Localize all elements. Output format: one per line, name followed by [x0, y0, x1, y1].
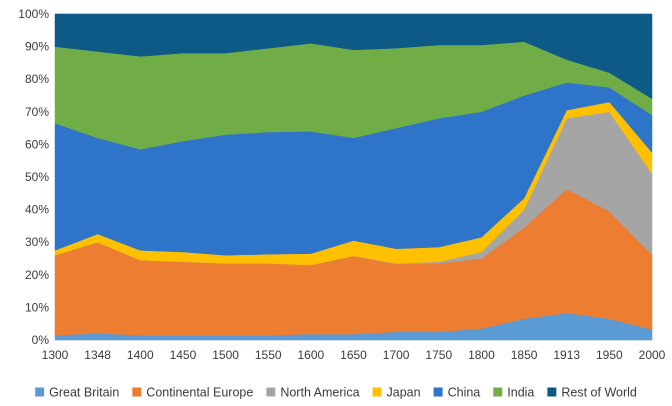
- plot-areas: [55, 14, 652, 340]
- legend-label-japan: Japan: [387, 386, 421, 400]
- legend-label-rest-of-world: Rest of World: [561, 386, 637, 400]
- stacked-area-chart: 0%10%20%30%40%50%60%70%80%90%100% 1300 13…: [0, 0, 672, 406]
- y-tick-label: 80%: [25, 72, 49, 86]
- x-tick-label: 1348: [84, 348, 111, 362]
- x-tick-label: 2000: [639, 348, 666, 362]
- x-tick-label: 1800: [468, 348, 495, 362]
- x-tick-label: 1400: [127, 348, 154, 362]
- x-tick-label: 1950: [596, 348, 623, 362]
- legend-label-continental-europe: Continental Europe: [146, 386, 253, 400]
- y-axis-tick-labels: 0% 10% 20% 30% 40% 50% 60% 70% 80% 90% 100%: [18, 7, 49, 347]
- legend-swatch-japan: [373, 388, 382, 397]
- legend-swatch-india: [493, 388, 502, 397]
- y-tick-label: 90%: [25, 40, 49, 54]
- legend-swatch-continental-europe: [132, 388, 141, 397]
- legend-swatch-rest-of-world: [547, 388, 556, 397]
- x-tick-label: 1700: [383, 348, 410, 362]
- y-tick-label: 30%: [25, 235, 49, 249]
- legend-swatch-great-britain: [35, 388, 44, 397]
- legend-label-china: China: [448, 386, 481, 400]
- y-tick-label: 0%: [32, 333, 50, 347]
- y-tick-label: 100%: [18, 7, 49, 21]
- y-tick-label: 70%: [25, 105, 49, 119]
- x-tick-label: 1913: [553, 348, 580, 362]
- legend-swatch-china: [434, 388, 443, 397]
- legend-label-india: India: [507, 386, 534, 400]
- x-tick-label: 1500: [212, 348, 239, 362]
- x-tick-label: 1850: [511, 348, 538, 362]
- x-tick-label: 1750: [425, 348, 452, 362]
- x-axis-tick-labels: 1300 1348 1400 1450 1500 1550 1600 1650 1700 1750…: [42, 348, 666, 362]
- x-tick-label: 1300: [42, 348, 69, 362]
- y-tick-label: 40%: [25, 203, 49, 217]
- legend: Great Britain Continental Europe North Ame…: [35, 386, 637, 400]
- y-tick-label: 60%: [25, 137, 49, 151]
- legend-swatch-north-america: [266, 388, 275, 397]
- x-tick-label: 1650: [340, 348, 367, 362]
- legend-label-north-america: North America: [280, 386, 359, 400]
- x-tick-label: 1600: [298, 348, 325, 362]
- x-tick-label: 1450: [170, 348, 197, 362]
- legend-label-great-britain: Great Britain: [49, 386, 119, 400]
- x-tick-label: 1550: [255, 348, 282, 362]
- y-tick-label: 50%: [25, 170, 49, 184]
- y-tick-label: 20%: [25, 268, 49, 282]
- y-tick-label: 10%: [25, 300, 49, 314]
